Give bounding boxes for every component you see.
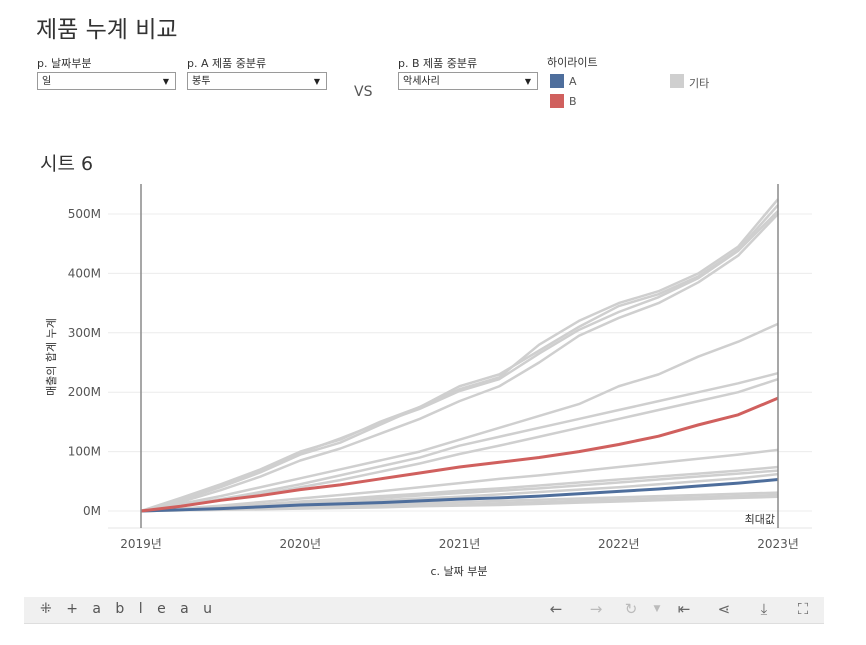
- date-part-filter-label: p. 날짜부분: [37, 57, 92, 70]
- y-axis-ticks: 0M 100M 200M 300M 400M 500M: [68, 207, 101, 518]
- legend-swatch-other[interactable]: [670, 74, 684, 88]
- b-category-select[interactable]: 악세사리 ▼: [398, 72, 538, 90]
- series-line-other[interactable]: [140, 198, 779, 513]
- x-axis-label: c. 날짜 부분: [430, 565, 487, 578]
- dropdown-icon[interactable]: ▼: [653, 604, 661, 614]
- x-tick-label: 2019년: [120, 537, 162, 551]
- dashboard-title: 제품 누계 비교: [36, 17, 178, 43]
- series-line-other[interactable]: [140, 213, 779, 513]
- y-tick-label: 100M: [68, 445, 101, 459]
- redo-icon[interactable]: →: [589, 600, 603, 618]
- date-part-select[interactable]: 일 ▼: [37, 72, 176, 90]
- tableau-logo[interactable]: ⁜ + a b l e a u: [40, 601, 217, 617]
- series-line-other[interactable]: [140, 204, 779, 513]
- revert-icon[interactable]: ↻: [624, 600, 638, 618]
- series-line-other[interactable]: [140, 371, 779, 513]
- logo-mark-icon: ⁜: [40, 601, 57, 617]
- fullscreen-icon[interactable]: ⛶: [797, 600, 809, 618]
- series-line-other[interactable]: [140, 210, 779, 513]
- legend-label-a[interactable]: A: [569, 75, 577, 88]
- y-tick-label: 300M: [68, 326, 101, 340]
- y-tick-label: 400M: [68, 266, 101, 280]
- date-part-value: 일: [42, 76, 52, 87]
- series-line-other[interactable]: [140, 322, 779, 513]
- reset-icon[interactable]: ⇤: [677, 600, 691, 618]
- x-tick-label: 2021년: [439, 537, 481, 551]
- download-icon[interactable]: ⤓: [760, 600, 768, 618]
- undo-icon[interactable]: ←: [549, 600, 563, 618]
- legend-swatch-b[interactable]: [550, 94, 564, 108]
- chevron-down-icon[interactable]: ▼: [524, 77, 531, 86]
- x-tick-label: 2020년: [279, 537, 321, 551]
- brand-text: + a b l e a u: [66, 601, 218, 617]
- legend-label-b[interactable]: B: [569, 95, 577, 108]
- max-reference-label: 최대값: [745, 513, 775, 526]
- tableau-toolbar: ⁜ + a b l e a u ← → ↻ ▼ ⇤ ⋖ ⤓ ⛶: [24, 597, 824, 624]
- share-icon[interactable]: ⋖: [717, 600, 731, 618]
- x-tick-label: 2022년: [598, 537, 640, 551]
- series-line-a[interactable]: [140, 478, 779, 513]
- legend-title: 하이라이트: [547, 56, 598, 69]
- series-line-other[interactable]: [140, 448, 779, 513]
- series-line-other[interactable]: [140, 495, 779, 513]
- x-tick-label: 2023년: [757, 537, 799, 551]
- b-category-filter-label: p. B 제품 중분류: [398, 57, 478, 70]
- legend-swatch-a[interactable]: [550, 74, 564, 88]
- vs-label: VS: [354, 84, 373, 100]
- other-series-lines: [140, 198, 779, 513]
- x-axis-ticks: 2019년 2020년 2021년 2022년 2023년: [120, 537, 799, 551]
- a-category-select[interactable]: 봉투 ▼: [187, 72, 327, 90]
- grid-lines: [108, 213, 812, 529]
- chevron-down-icon[interactable]: ▼: [313, 77, 320, 86]
- b-category-value: 악세사리: [403, 76, 440, 87]
- highlight-series-lines: [140, 396, 779, 513]
- legend-label-other[interactable]: 기타: [689, 77, 710, 90]
- y-tick-label: 500M: [68, 207, 101, 221]
- y-tick-label: 0M: [83, 504, 101, 518]
- a-category-value: 봉투: [192, 76, 211, 87]
- y-tick-label: 200M: [68, 385, 101, 399]
- series-line-b[interactable]: [140, 396, 779, 513]
- a-category-filter-label: p. A 제품 중분류: [187, 57, 267, 70]
- sheet-title: 시트 6: [40, 153, 94, 175]
- y-axis-label: 매출의 합계 누계: [45, 318, 58, 396]
- chevron-down-icon[interactable]: ▼: [162, 77, 169, 86]
